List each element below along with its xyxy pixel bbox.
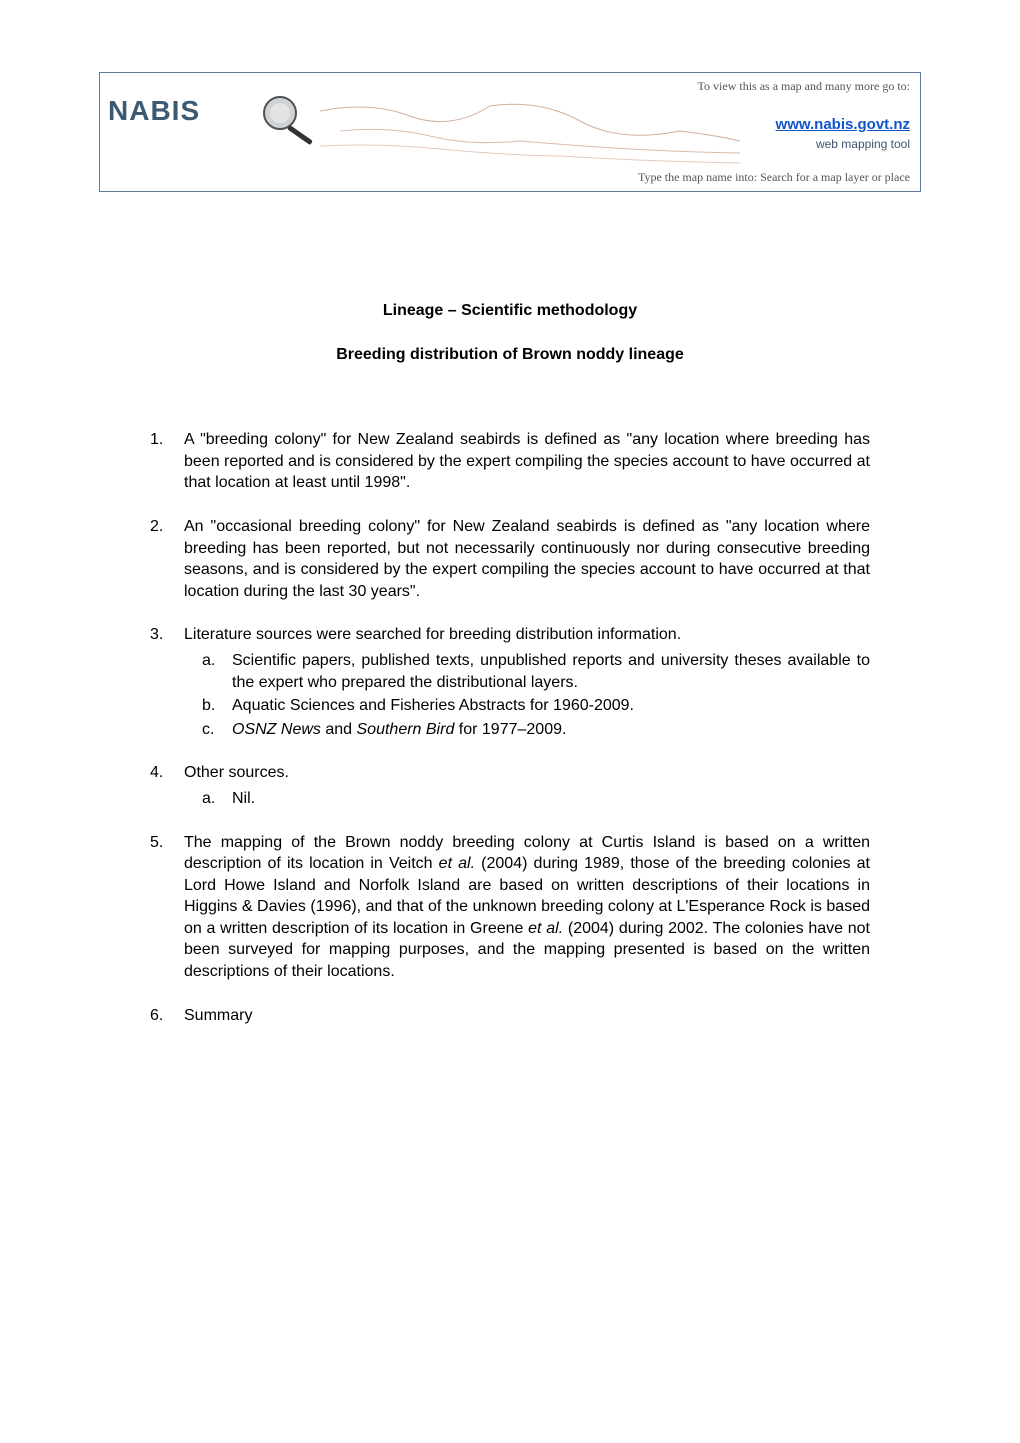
item-3c-osnz: OSNZ News xyxy=(232,721,321,738)
item-3c-sb: Southern Bird xyxy=(357,721,455,738)
header-link-block: www.nabis.govt.nz web mapping tool xyxy=(776,115,910,153)
item-6: Summary xyxy=(150,1005,870,1027)
item-4-text: Other sources. xyxy=(184,764,289,781)
item-4a: Nil. xyxy=(184,788,870,810)
item-3c-post: for 1977–2009. xyxy=(454,721,566,738)
item-3c-pre: and xyxy=(321,721,357,738)
item-5-etal1: et al. xyxy=(439,855,475,872)
item-4-sublist: Nil. xyxy=(184,788,870,810)
document-content: Lineage – Scientific methodology Breedin… xyxy=(150,300,870,1048)
item-3-text: Literature sources were searched for bre… xyxy=(184,626,681,643)
coastline-graphic xyxy=(320,91,740,171)
main-list: A "breeding colony" for New Zealand seab… xyxy=(150,429,870,1026)
magnifier-icon xyxy=(258,91,318,151)
nabis-logo-text: NABIS xyxy=(108,95,200,127)
header-bottom-text: Type the map name into: Search for a map… xyxy=(638,170,910,185)
title-line-2: Breeding distribution of Brown noddy lin… xyxy=(150,344,870,366)
item-3b: Aquatic Sciences and Fisheries Abstracts… xyxy=(184,695,870,717)
item-3c: OSNZ News and Southern Bird for 1977–200… xyxy=(184,719,870,741)
item-3-sublist: Scientific papers, published texts, unpu… xyxy=(184,650,870,740)
header-banner: To view this as a map and many more go t… xyxy=(99,72,921,192)
item-2: An "occasional breeding colony" for New … xyxy=(150,516,870,602)
item-5: The mapping of the Brown noddy breeding … xyxy=(150,832,870,983)
item-3a: Scientific papers, published texts, unpu… xyxy=(184,650,870,693)
item-1: A "breeding colony" for New Zealand seab… xyxy=(150,429,870,494)
nabis-link-sub: web mapping tool xyxy=(816,137,910,151)
nabis-link[interactable]: www.nabis.govt.nz xyxy=(776,116,910,133)
item-4: Other sources. Nil. xyxy=(150,762,870,809)
item-3: Literature sources were searched for bre… xyxy=(150,624,870,740)
item-5-etal2: et al. xyxy=(528,920,563,937)
title-line-1: Lineage – Scientific methodology xyxy=(150,300,870,322)
